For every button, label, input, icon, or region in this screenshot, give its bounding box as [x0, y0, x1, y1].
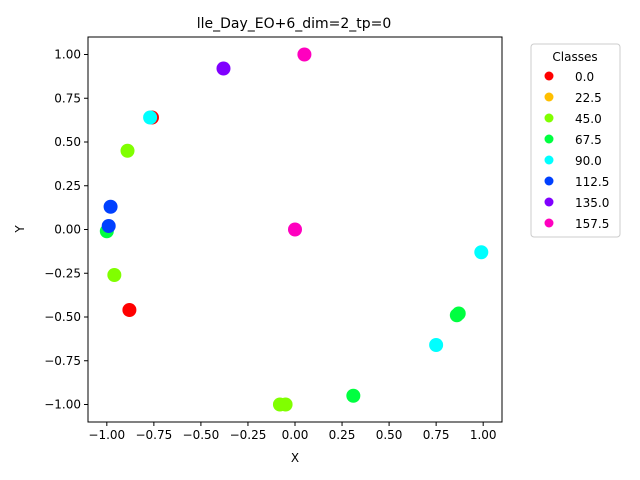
- x-tick-label: 0.25: [329, 428, 356, 442]
- legend-box: [530, 43, 621, 238]
- x-tick-label: 0.75: [423, 428, 450, 442]
- x-tick-label: −0.50: [183, 428, 220, 442]
- y-tick-label: 0.75: [54, 91, 81, 105]
- y-tick-label: −0.75: [44, 354, 81, 368]
- x-tick-label: −0.75: [135, 428, 172, 442]
- legend-label: 90.0: [575, 154, 602, 168]
- legend: Classes 0.0 22.5 45.0 67.5 90.0 112.5 135.0 157…: [530, 43, 621, 238]
- x-axis-label: X: [291, 451, 299, 465]
- legend-label: 67.5: [575, 133, 602, 147]
- x-tick-label: −1.00: [88, 428, 125, 442]
- chart-title: lle_Day_EO+6_dim=2_tp=0: [197, 16, 392, 32]
- y-tick-label: 0.00: [54, 223, 81, 237]
- x-tick-label: −0.25: [230, 428, 267, 442]
- data-point: [451, 306, 466, 321]
- data-point: [120, 143, 135, 158]
- legend-marker: [544, 134, 554, 144]
- legend-label: 135.0: [575, 196, 609, 210]
- legend-marker: [544, 71, 554, 81]
- points-layer: [99, 47, 489, 412]
- data-point: [216, 61, 231, 76]
- data-point: [278, 397, 293, 412]
- legend-label: 0.0: [575, 70, 594, 84]
- data-point: [107, 268, 122, 282]
- y-tick-label: 1.00: [54, 48, 81, 62]
- legend-marker: [544, 113, 554, 123]
- legend-label: 45.0: [575, 112, 602, 126]
- y-tick-label: 0.50: [54, 135, 81, 149]
- data-point: [474, 245, 489, 260]
- data-point: [101, 219, 116, 233]
- y-axis: 1.00 0.75 0.50 0.25 0.00 −0.25 −0.50 −0.75 −1.00: [44, 48, 88, 412]
- legend-marker: [544, 218, 554, 228]
- legend-label: 157.5: [575, 217, 609, 231]
- legend-marker: [544, 176, 554, 186]
- legend-label: 22.5: [575, 91, 602, 105]
- x-tick-label: 0.00: [282, 428, 309, 442]
- y-tick-label: −0.50: [44, 310, 81, 324]
- data-point: [288, 222, 302, 237]
- y-axis-label: Y: [13, 225, 27, 234]
- legend-marker: [544, 92, 554, 102]
- legend-marker: [544, 197, 554, 207]
- x-tick-label: 0.50: [376, 428, 403, 442]
- y-tick-label: −1.00: [44, 398, 81, 412]
- y-tick-label: 0.25: [54, 179, 81, 193]
- legend-title: Classes: [552, 50, 597, 64]
- y-tick-label: −0.25: [44, 266, 81, 280]
- legend-label: 112.5: [575, 175, 609, 189]
- data-point: [429, 338, 444, 352]
- x-tick-label: 1.00: [470, 428, 497, 442]
- data-point: [122, 303, 137, 317]
- data-point: [103, 199, 118, 214]
- legend-marker: [544, 155, 554, 165]
- data-point: [346, 388, 361, 403]
- data-point: [297, 47, 312, 62]
- data-point: [143, 110, 158, 125]
- legend-entries: 0.0 22.5 45.0 67.5 90.0 112.5 135.0 157.5: [544, 70, 609, 231]
- x-axis: −1.00 −0.75 −0.50 −0.25 0.00 0.25 0.50 0.75 1.00: [88, 422, 497, 442]
